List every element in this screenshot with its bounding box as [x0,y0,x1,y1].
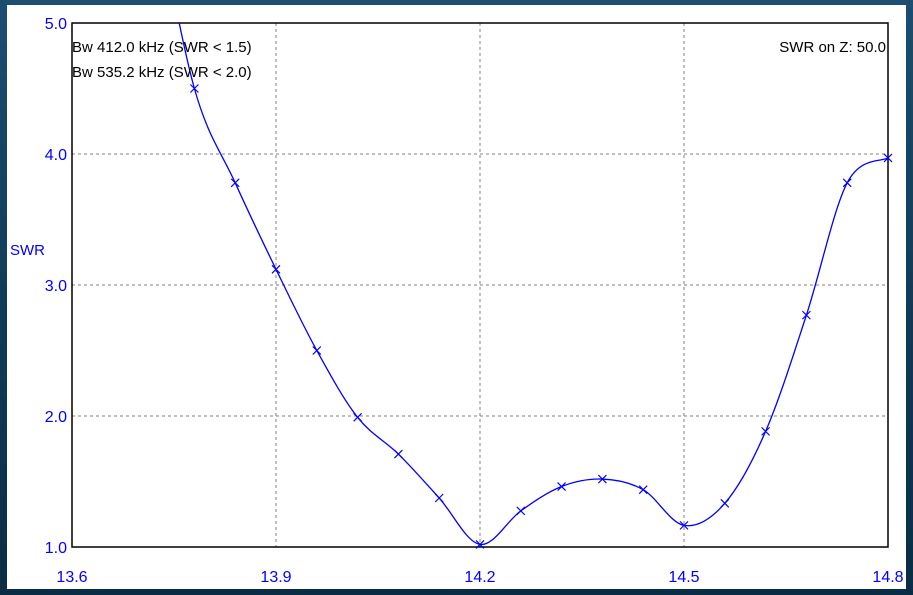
data-point-marker [638,485,648,495]
data-point-marker [393,449,403,459]
data-point-marker [679,520,689,530]
swr-chart: 13.6 13.9 14.2 14.5 14.8 1.0 2.0 3.0 4.0 5.0 [45,16,904,586]
data-point-marker [312,346,322,355]
data-point-marker [353,412,363,422]
y-tick-label: 1.0 [45,540,67,557]
y-axis-label: SWR [10,242,45,259]
x-tick-label: 14.8 [872,569,903,586]
data-point-marker [516,506,526,516]
data-point-marker [720,498,730,508]
data-point-marker [597,474,607,484]
reference-impedance-annotation: SWR on Z: 50.0 [779,39,886,56]
y-tick-label: 4.0 [45,147,67,164]
data-point-marker [557,482,567,491]
data-point-marker [434,493,444,503]
bandwidth-annotation-2: Bw 535.2 kHz (SWR < 2.0) [72,64,252,81]
x-tick-label: 14.2 [464,569,495,586]
x-tick-label: 13.9 [260,569,291,586]
y-tick-label: 5.0 [45,16,67,33]
data-point-marker [189,84,199,93]
y-tick-label: 3.0 [45,278,67,295]
data-point-marker [883,153,893,163]
plot-border [71,22,889,548]
data-point-marker [842,178,852,188]
x-tick-label: 13.6 [56,569,87,586]
data-point-marker [801,310,811,320]
x-tick-label: 14.5 [668,569,699,586]
data-point-marker [271,264,281,274]
data-point-marker [475,539,485,549]
bandwidth-annotation-1: Bw 412.0 kHz (SWR < 1.5) [72,39,252,56]
data-point-marker [230,178,240,188]
data-point-marker [761,426,771,436]
y-tick-label: 2.0 [45,409,67,426]
series-line [178,23,888,546]
chart-panel: 13.6 13.9 14.2 14.5 14.8 1.0 2.0 3.0 4.0 5.0 Bw 4… [7,5,906,589]
